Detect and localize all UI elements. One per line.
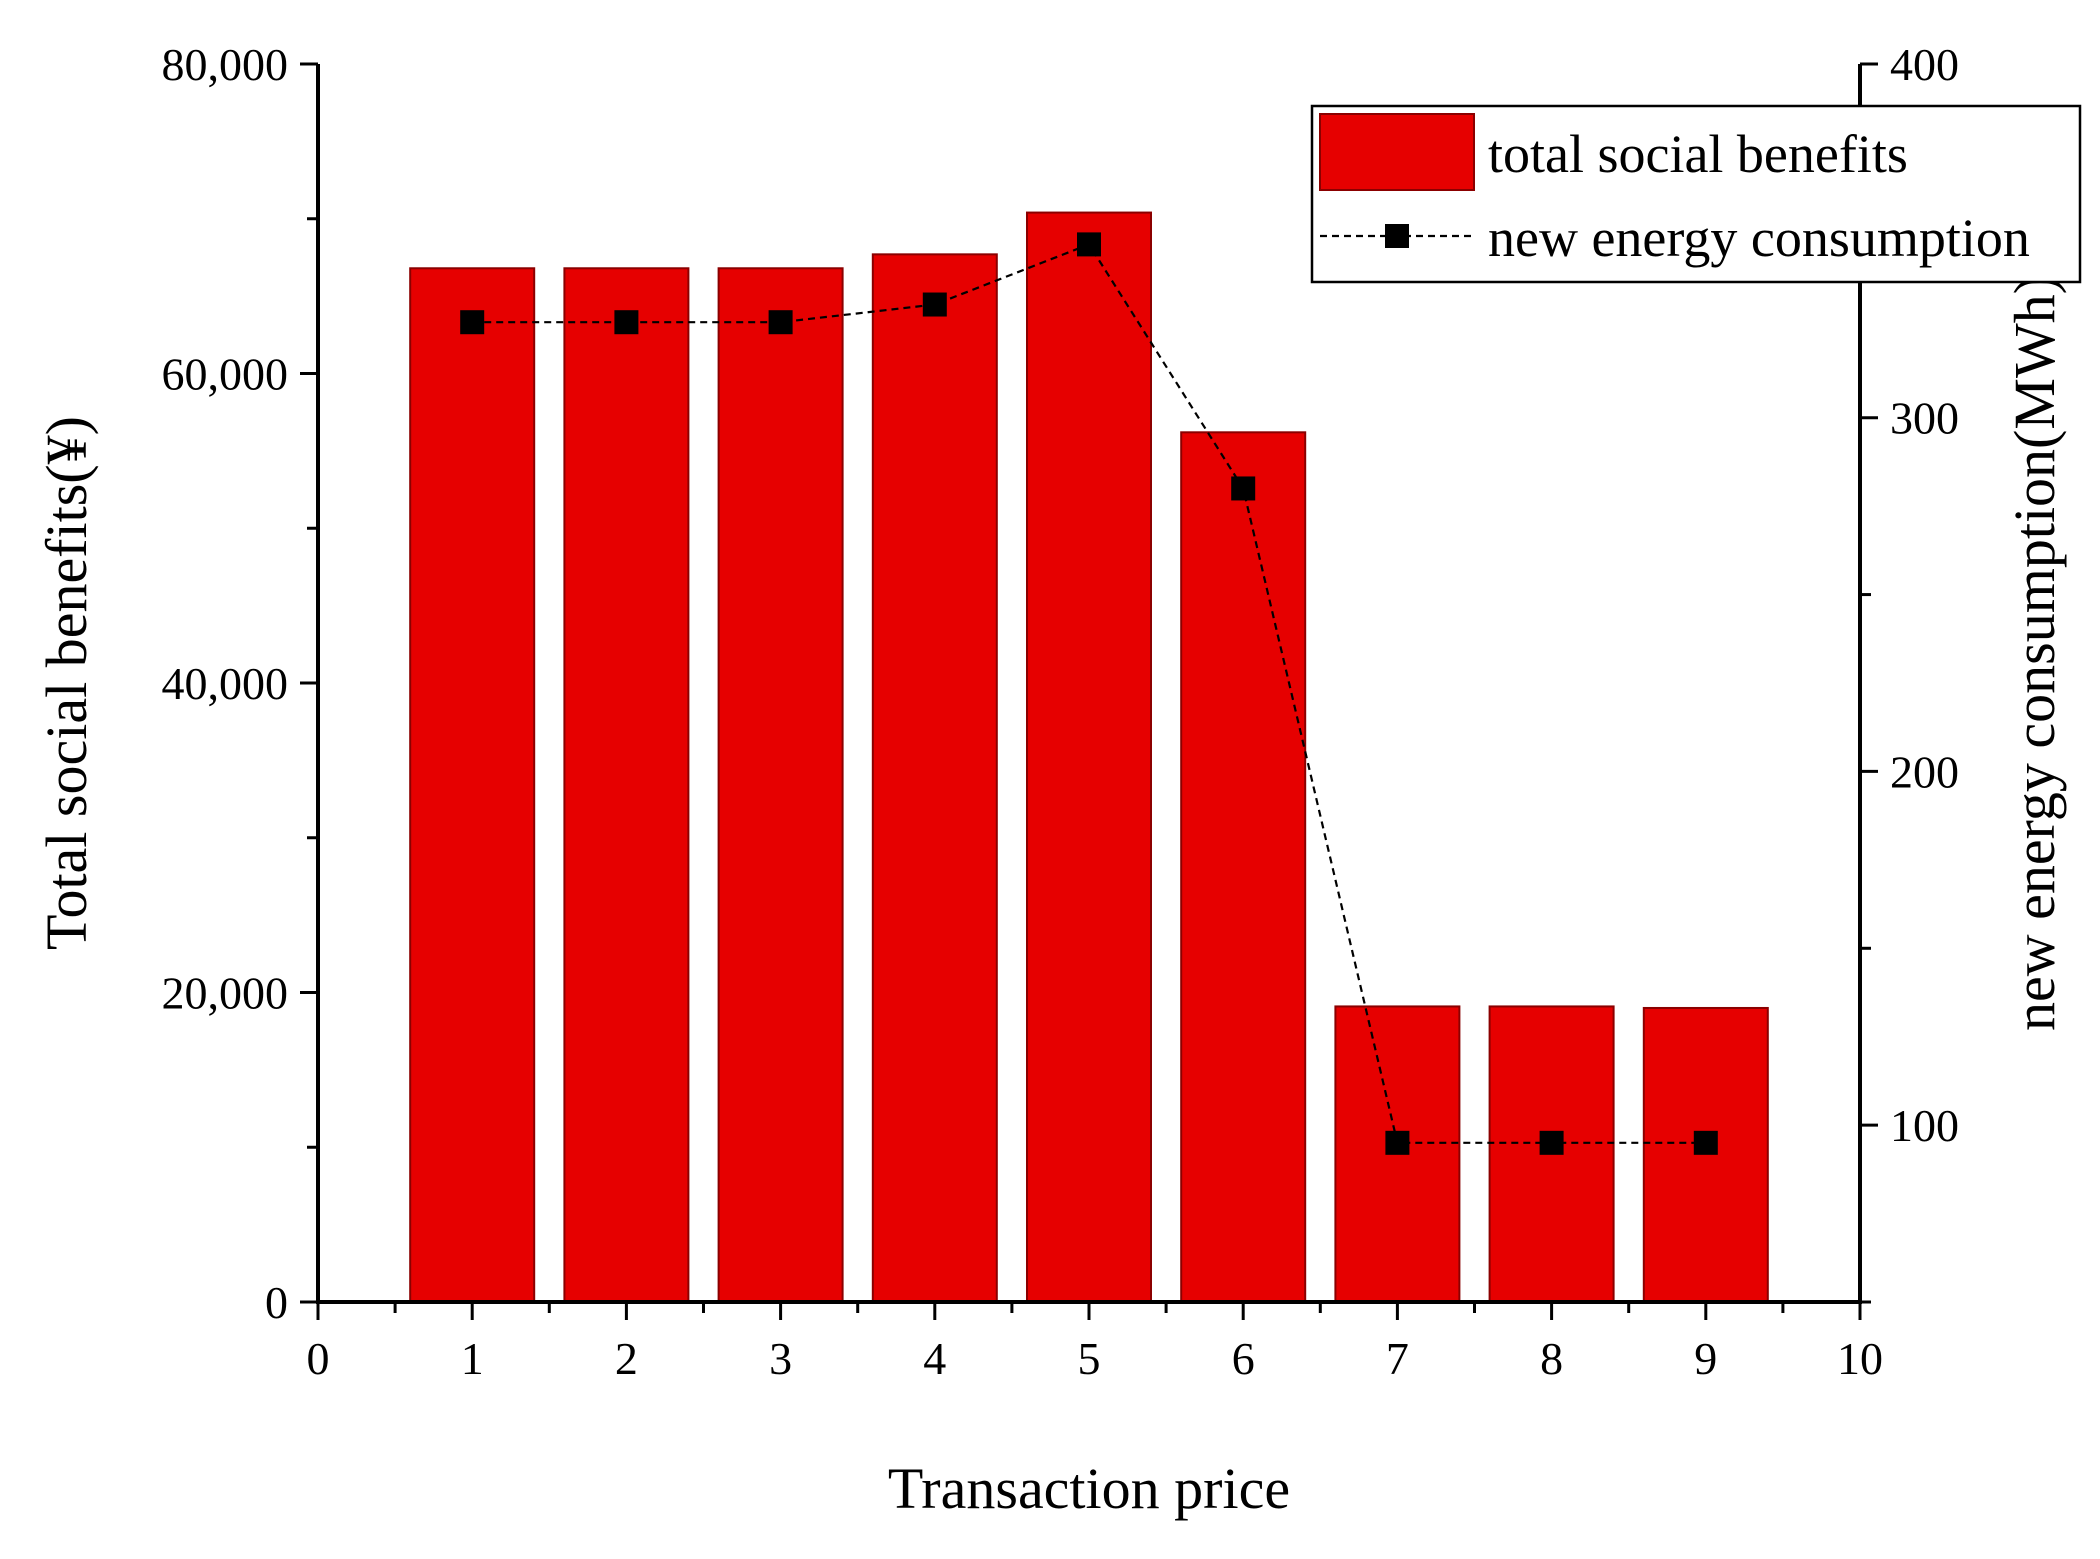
legend: total social benefits new energy consumpt… bbox=[1310, 104, 2082, 284]
x-tick-label: 8 bbox=[1540, 1333, 1563, 1384]
legend-bar-swatch bbox=[1319, 113, 1475, 191]
line-marker bbox=[1693, 1130, 1718, 1155]
bar bbox=[1642, 1006, 1769, 1303]
line-marker bbox=[1385, 1130, 1410, 1155]
bar bbox=[717, 267, 844, 1303]
line-marker bbox=[614, 310, 639, 335]
y-left-axis-title: Total social benefits(¥) bbox=[34, 416, 99, 950]
x-tick-label: 9 bbox=[1694, 1333, 1717, 1384]
bar bbox=[1180, 431, 1307, 1303]
legend-line-marker bbox=[1385, 224, 1409, 248]
y-right-axis-title: new energy consumption(MWh) bbox=[2002, 275, 2067, 1031]
line-marker bbox=[1231, 476, 1256, 501]
x-tick-label: 4 bbox=[923, 1333, 946, 1384]
bar bbox=[1026, 211, 1152, 1303]
y-left-tick-label: 40,000 bbox=[162, 658, 289, 709]
line-marker bbox=[922, 292, 947, 317]
x-tick-label: 5 bbox=[1078, 1333, 1101, 1384]
y-right-tick-label: 300 bbox=[1890, 393, 1959, 444]
y-left-tick-label: 60,000 bbox=[162, 349, 289, 400]
line-marker bbox=[768, 310, 793, 335]
y-right-tick-label: 100 bbox=[1890, 1100, 1959, 1151]
y-right-tick-label: 200 bbox=[1890, 746, 1959, 797]
x-tick-label: 1 bbox=[461, 1333, 484, 1384]
x-tick-label: 6 bbox=[1232, 1333, 1255, 1384]
bar bbox=[563, 267, 690, 1303]
y-right-tick-label: 400 bbox=[1890, 39, 1959, 90]
x-tick-label: 7 bbox=[1386, 1333, 1409, 1384]
y-left-tick-label: 80,000 bbox=[162, 39, 289, 90]
line-marker bbox=[1539, 1130, 1564, 1155]
x-tick-label: 10 bbox=[1837, 1333, 1883, 1384]
x-axis-title: Transaction price bbox=[888, 1456, 1290, 1521]
bars-layer bbox=[409, 211, 1769, 1303]
x-tick-label: 0 bbox=[307, 1333, 330, 1384]
y-left-tick-label: 0 bbox=[265, 1277, 288, 1328]
line-layer bbox=[460, 232, 1718, 1155]
line-marker bbox=[460, 310, 485, 335]
y-left-tick-label: 20,000 bbox=[162, 968, 289, 1019]
bar bbox=[871, 253, 998, 1303]
legend-bar-label: total social benefits bbox=[1488, 124, 1908, 184]
x-tick-label: 2 bbox=[615, 1333, 638, 1384]
bar bbox=[409, 267, 536, 1303]
x-tick-label: 3 bbox=[769, 1333, 792, 1384]
legend-line-label: new energy consumption bbox=[1488, 208, 2030, 268]
line-marker bbox=[1077, 232, 1101, 257]
